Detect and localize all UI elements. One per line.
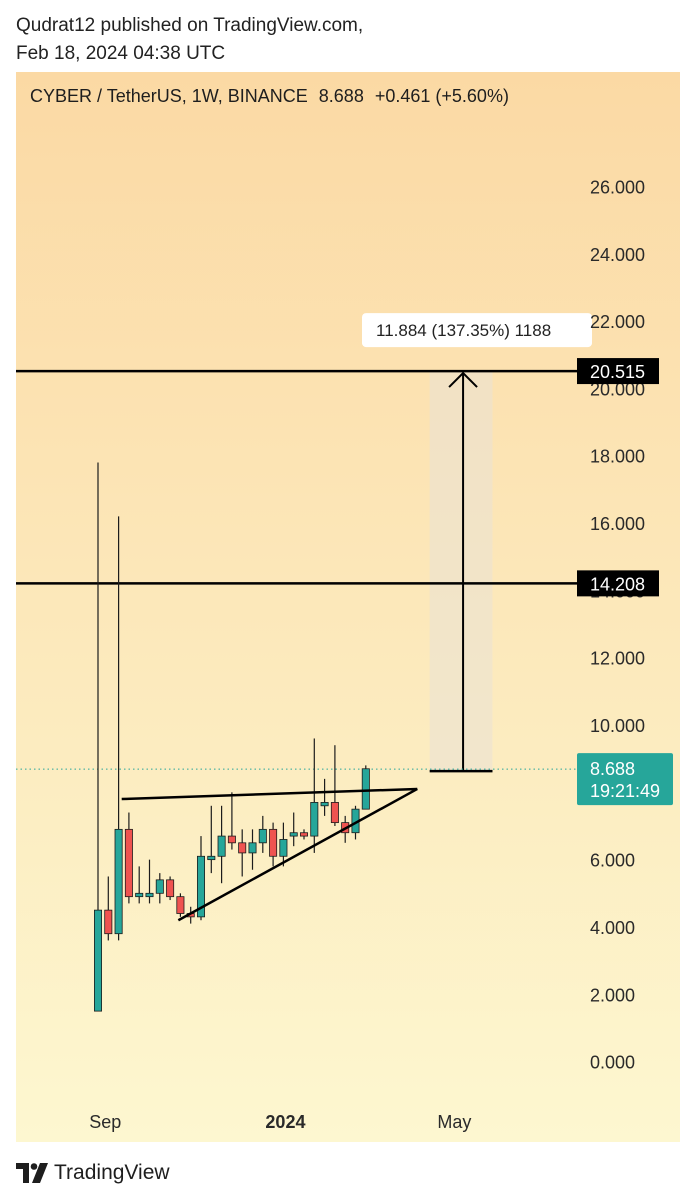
y-tick-label: 22.000 [590, 312, 645, 332]
candle-body [258, 828, 267, 844]
chart-area[interactable]: 11.884 (137.35%) 1188 0.000 2.000 4.000 6.0… [16, 72, 680, 1142]
candle-body [279, 839, 288, 857]
candle-body [155, 879, 164, 894]
projection-arrow-head [448, 371, 478, 388]
time-axis-layer: Sep 2024 May [89, 1112, 471, 1132]
price-tag-value: 8.688 [590, 759, 635, 779]
chart-legend: CYBER / TetherUS, 1W, BINANCE 8.688 +0.4… [30, 86, 515, 107]
triangle-layer [121, 787, 418, 922]
candle-body [94, 909, 103, 1012]
candle-body [196, 855, 205, 918]
level-tag-bg [577, 358, 659, 385]
publish-date-line: Feb 18, 2024 04:38 UTC [16, 43, 226, 64]
candle-body [114, 828, 123, 935]
y-tick-label: 20.000 [590, 379, 645, 399]
candle-body [238, 842, 247, 854]
candle-body [289, 832, 298, 837]
measure-label-box [362, 313, 592, 348]
candle-body [104, 909, 113, 935]
publish-author-line: Qudrat12 published on TradingView.com, [16, 15, 364, 36]
candle-body [299, 832, 308, 837]
candle-body [330, 802, 339, 824]
candle-body [124, 828, 133, 898]
candle-body [207, 855, 216, 861]
candlestick-chart[interactable]: 11.884 (137.35%) 1188 0.000 2.000 4.000 6.0… [16, 72, 680, 1142]
tradingview-footer[interactable]: TradingView [16, 1158, 170, 1188]
level-tag-label: 20.515 [590, 362, 645, 382]
level-tag-bg [577, 570, 659, 597]
y-tick-label: 2.000 [590, 985, 635, 1005]
publish-info: Qudrat12 published on TradingView.com, F… [16, 12, 363, 68]
y-tick-label: 24.000 [590, 245, 645, 265]
y-tick-label: 6.000 [590, 851, 635, 871]
y-tick-label: 0.000 [590, 1053, 635, 1073]
candle-body [361, 768, 370, 810]
candle-body [227, 835, 236, 844]
chart-background [16, 72, 680, 1142]
price-axis-layer: 0.0002.0004.0006.0008.00010.00012.00014.… [577, 177, 673, 1073]
projection-zone [429, 371, 493, 772]
candle-body [176, 896, 185, 914]
y-tick-label: 18.000 [590, 447, 645, 467]
candle-body [269, 828, 278, 857]
price-change-label: +0.461 (+5.60%) [374, 86, 509, 106]
y-tick-label: 12.000 [590, 649, 645, 669]
x-tick-label: 2024 [265, 1112, 305, 1132]
level-tag-label: 14.208 [590, 574, 645, 594]
y-tick-label: 4.000 [590, 918, 635, 938]
triangle-upper-line [121, 787, 418, 801]
candle-body [135, 892, 144, 898]
symbol-label: CYBER / TetherUS, 1W, BINANCE [30, 86, 308, 106]
candle-body [248, 842, 257, 854]
candle-body [145, 892, 154, 898]
candle-body [166, 879, 175, 898]
candles-layer [94, 462, 370, 1012]
y-tick-label: 26.000 [590, 177, 645, 197]
candle-body [320, 802, 329, 807]
last-price-label: 8.688 [318, 86, 364, 106]
price-tag-bg [577, 753, 673, 806]
triangle-lower-line [177, 787, 418, 922]
candle-body [310, 802, 319, 837]
y-tick-label: 16.000 [590, 514, 645, 534]
y-tick-label: 10.000 [590, 716, 645, 736]
x-tick-label: May [437, 1112, 471, 1132]
price-tag-countdown: 19:21:49 [590, 781, 660, 801]
measure-label-text: 11.884 (137.35%) 1188 [376, 321, 551, 340]
candle-body [217, 835, 226, 857]
x-tick-label: Sep [89, 1112, 121, 1132]
tradingview-brand: TradingView [54, 1161, 170, 1184]
projection-layer: 11.884 (137.35%) 1188 [362, 313, 592, 773]
levels-layer [16, 369, 578, 770]
tradingview-logo-icon [16, 1163, 48, 1183]
